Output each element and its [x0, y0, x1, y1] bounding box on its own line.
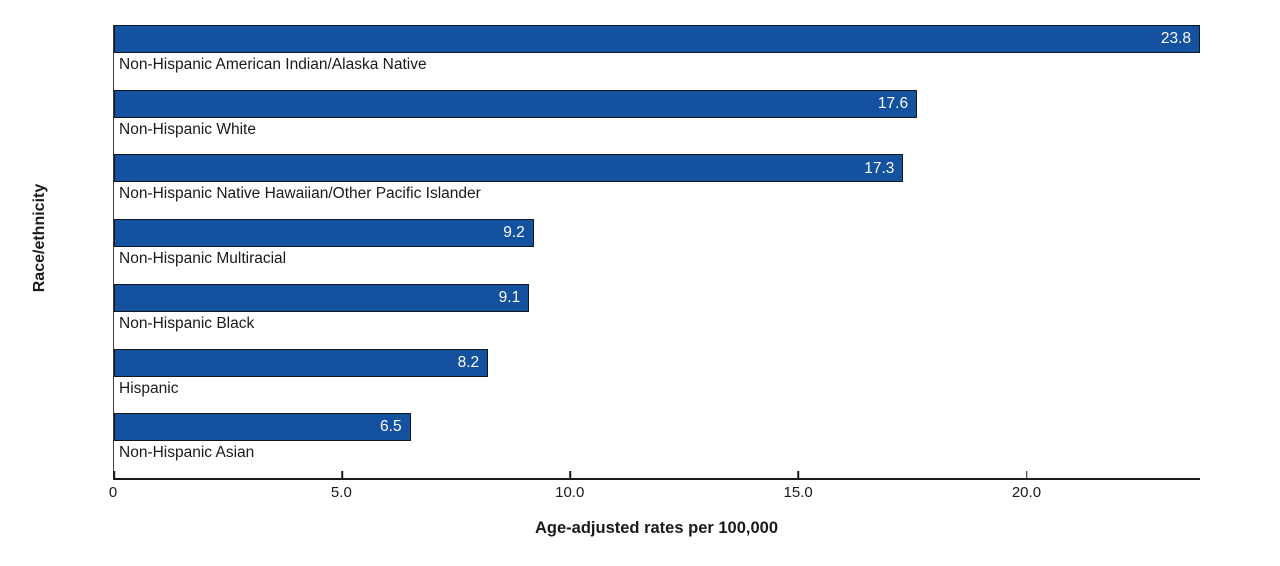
bar-group: 17.3 Non-Hispanic Native Hawaiian/Other P… — [114, 154, 1200, 203]
bar: 17.6 — [114, 89, 918, 118]
bar: 9.1 — [114, 283, 530, 312]
bar-group: 8.2 Hispanic — [114, 348, 1200, 398]
x-axis-tick-labels: 0 5.0 10.0 15.0 20.0 — [109, 484, 1200, 504]
x-axis-title: Age-adjusted rates per 100,000 — [534, 519, 779, 537]
bar-group: 6.5 Non-Hispanic Asian — [114, 413, 1200, 462]
bar: 9.2 — [114, 219, 534, 248]
axis-tick-label: 20.0 — [1011, 484, 1042, 501]
category-label: Non-Hispanic Native Hawaiian/Other Pacif… — [119, 185, 481, 203]
bar-value-label: 9.1 — [498, 289, 521, 307]
bar: 8.2 — [114, 348, 489, 377]
axis-tick-label: 5.0 — [330, 484, 352, 501]
bar: 23.8 — [114, 25, 1200, 53]
axis-tick-label: 0 — [108, 484, 118, 501]
axis-tick — [341, 471, 343, 478]
bar-value-label: 23.8 — [1160, 30, 1191, 48]
axis-tick — [797, 471, 800, 478]
bar-value-label: 17.6 — [877, 94, 909, 112]
bar-value-label: 6.5 — [380, 418, 402, 436]
category-label: Non-Hispanic American Indian/Alaska Nati… — [119, 56, 427, 73]
category-label: Non-Hispanic White — [119, 120, 256, 138]
bar: 6.5 — [114, 413, 411, 442]
category-label: Non-Hispanic Black — [119, 314, 255, 332]
plot-area: 23.8 Non-Hispanic American Indian/Alaska … — [113, 25, 1200, 480]
y-axis-title: Race/ethnicity — [31, 183, 48, 293]
category-label: Non-Hispanic Multiracial — [119, 250, 287, 268]
bar-value-label: 9.2 — [503, 224, 525, 242]
bar-group: 9.1 Non-Hispanic Black — [114, 283, 1200, 333]
bar-group: 9.2 Non-Hispanic Multiracial — [114, 219, 1200, 268]
axis-tick-label: 10.0 — [555, 484, 585, 501]
axis-tick — [1025, 471, 1028, 478]
axis-tick — [569, 471, 572, 478]
bar-group: 23.8 Non-Hispanic American Indian/Alaska … — [114, 25, 1200, 74]
bar-value-label: 17.3 — [864, 159, 895, 177]
category-label: Hispanic — [119, 379, 179, 397]
bar-group: 17.6 Non-Hispanic White — [114, 89, 1200, 139]
axis-tick-label: 15.0 — [783, 484, 813, 501]
category-label: Non-Hispanic Asian — [119, 444, 255, 462]
bar: 17.3 — [114, 154, 904, 183]
bar-value-label: 8.2 — [457, 353, 480, 371]
axis-tick — [113, 471, 115, 478]
